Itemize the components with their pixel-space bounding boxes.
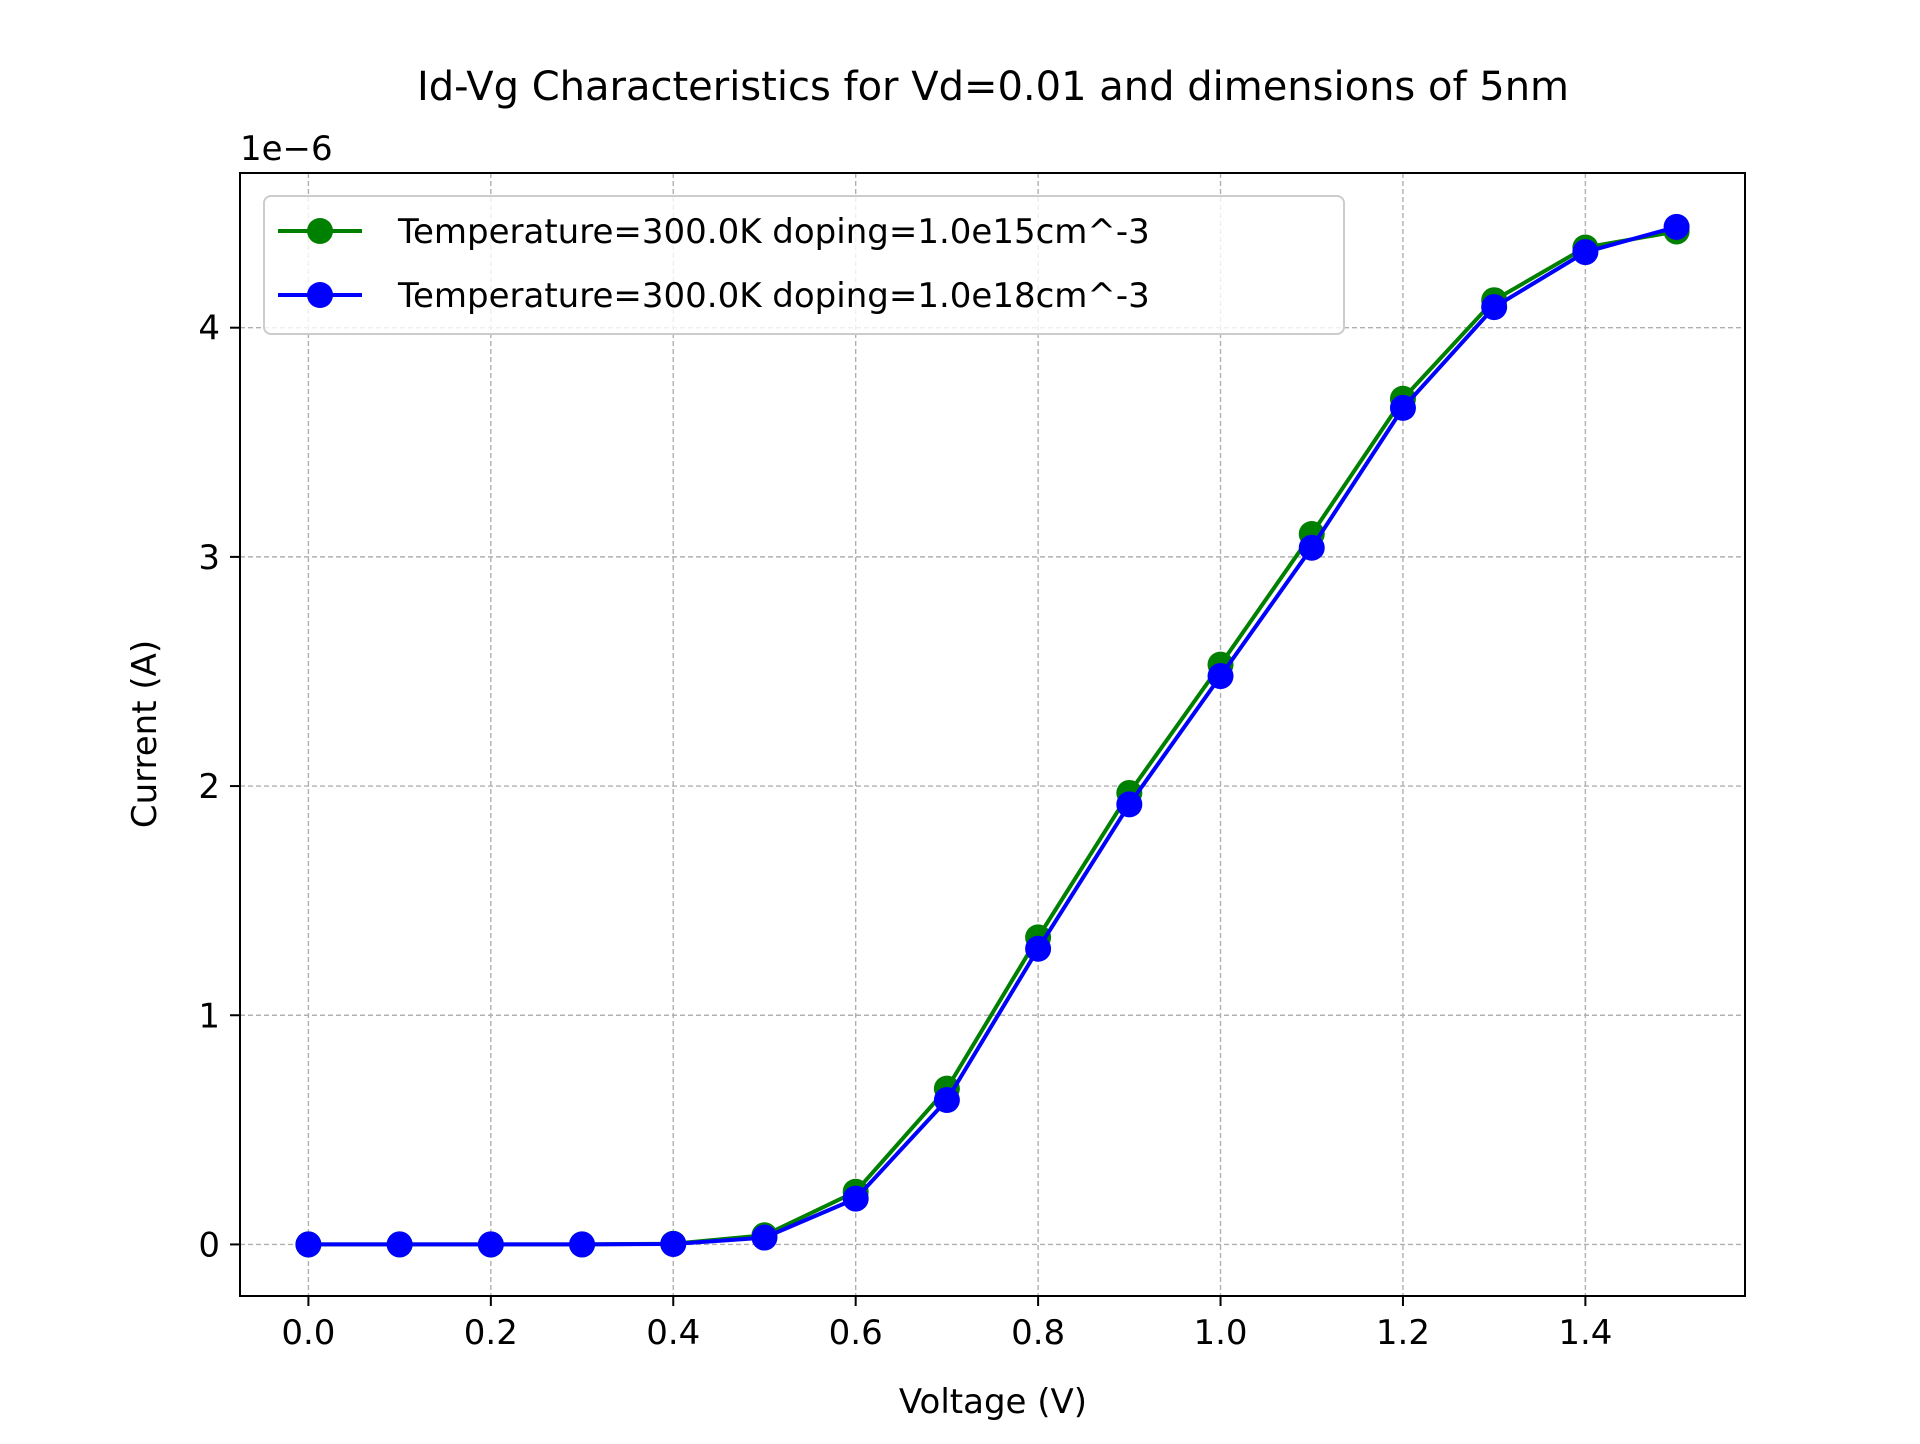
- legend-box: [263, 195, 1345, 335]
- data-point-series-2: [1572, 239, 1599, 266]
- x-tick-label: 0.2: [464, 1313, 518, 1353]
- legend-entry-1: Temperature=300.0K doping=1.0e15cm^-3: [278, 212, 1150, 252]
- legend: Temperature=300.0K doping=1.0e15cm^-3 Te…: [263, 195, 1345, 335]
- plot-area-frame: [239, 172, 1746, 1297]
- y-tick-label: 4: [198, 309, 220, 349]
- y-axis-offset-label: 1e−6: [240, 129, 333, 169]
- x-tick-label: 1.2: [1376, 1313, 1430, 1353]
- legend-swatch-marker: [307, 218, 333, 244]
- data-point-series-2: [1025, 935, 1052, 962]
- data-point-series-2: [933, 1087, 960, 1114]
- legend-label: Temperature=300.0K doping=1.0e15cm^-3: [397, 212, 1150, 252]
- data-point-series-2: [1481, 294, 1508, 321]
- data-point-series-2: [569, 1231, 596, 1258]
- data-point-series-2: [751, 1224, 778, 1251]
- legend-label: Temperature=300.0K doping=1.0e18cm^-3: [397, 276, 1150, 316]
- chart-title: Id-Vg Characteristics for Vd=0.01 and di…: [417, 64, 1569, 110]
- y-tick-label: 1: [198, 996, 220, 1036]
- y-tick-label: 2: [198, 767, 220, 807]
- x-tick-label: 0.6: [829, 1313, 883, 1353]
- x-tick-label: 0.8: [1011, 1313, 1065, 1353]
- grid-lines: [240, 173, 1745, 1296]
- data-point-series-2: [295, 1231, 322, 1258]
- series-line-2: [308, 224, 1678, 1247]
- series-line-1: [308, 229, 1677, 1247]
- data-point-series-2: [1116, 791, 1143, 818]
- data-point-series-2: [842, 1185, 869, 1212]
- data-point-series-2: [1298, 534, 1325, 561]
- series-layer: [295, 213, 1690, 1258]
- data-point-series-2: [477, 1231, 504, 1258]
- data-point-series-2: [660, 1230, 687, 1257]
- x-tick-label: 0.0: [281, 1313, 335, 1353]
- data-point-series-2: [386, 1231, 413, 1258]
- x-tick-label: 1.4: [1558, 1313, 1612, 1353]
- data-point-series-2: [1389, 394, 1416, 421]
- legend-entry-2: Temperature=300.0K doping=1.0e18cm^-3: [278, 276, 1150, 316]
- legend-swatch-marker: [307, 282, 333, 308]
- data-point-series-2: [1663, 213, 1690, 240]
- x-tick-label: 1.0: [1193, 1313, 1247, 1353]
- y-tick-label: 0: [198, 1225, 220, 1265]
- data-point-series-2: [1207, 663, 1234, 690]
- y-tick-label: 3: [198, 538, 220, 578]
- x-axis-label: Voltage (V): [899, 1382, 1087, 1422]
- axis-ticks: 0.0 0.2 0.4 0.6 0.8 1.0 1.2 1.4 0 1 2 3 4: [198, 309, 1612, 1353]
- y-axis-label: Current (A): [125, 640, 165, 828]
- x-tick-label: 0.4: [646, 1313, 700, 1353]
